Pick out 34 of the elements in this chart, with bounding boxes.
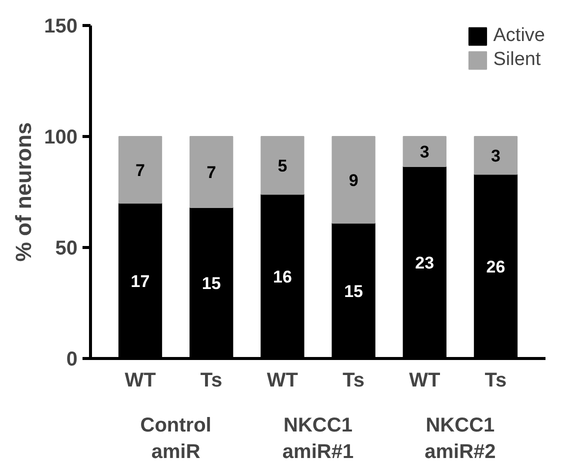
bar xyxy=(402,136,446,167)
x-tick-label: WT xyxy=(409,370,440,392)
legend-label: Active xyxy=(493,25,545,47)
annotation: 16 xyxy=(273,267,292,286)
y-axis-title: % of neurons xyxy=(11,122,36,262)
annotation: 15 xyxy=(344,282,364,301)
annotation: 9 xyxy=(348,170,358,190)
annotation: 3 xyxy=(491,146,500,166)
y-tick-label: 50 xyxy=(55,238,78,260)
text: NKCC1 amiR#2 xyxy=(424,414,496,463)
x-tick-label: WT xyxy=(266,370,298,392)
y-tick-label: 0 xyxy=(66,348,78,370)
annotation: 7 xyxy=(136,160,146,180)
bar xyxy=(190,136,234,208)
annotation: 17 xyxy=(130,272,150,291)
bar xyxy=(474,136,518,175)
y-tick-label: 100 xyxy=(44,126,78,148)
annotation: 15 xyxy=(202,274,221,294)
legend-label: Silent xyxy=(493,49,541,71)
annotation: 5 xyxy=(278,156,288,176)
bar xyxy=(332,136,376,224)
text: NKCC1 amiR#1 xyxy=(282,414,354,463)
annotation: 23 xyxy=(415,253,434,272)
bar xyxy=(118,136,162,204)
annotation: 7 xyxy=(206,163,216,182)
x-tick-label: Ts xyxy=(200,370,222,392)
y-tick-label: 150 xyxy=(44,16,78,38)
annotation: 3 xyxy=(420,142,430,162)
x-tick-label: Ts xyxy=(342,370,364,392)
text: Control amiR xyxy=(140,414,212,463)
x-tick-label: WT xyxy=(124,370,156,392)
bar xyxy=(260,136,304,195)
annotation: 26 xyxy=(486,257,506,276)
x-tick-label: Ts xyxy=(484,370,507,392)
